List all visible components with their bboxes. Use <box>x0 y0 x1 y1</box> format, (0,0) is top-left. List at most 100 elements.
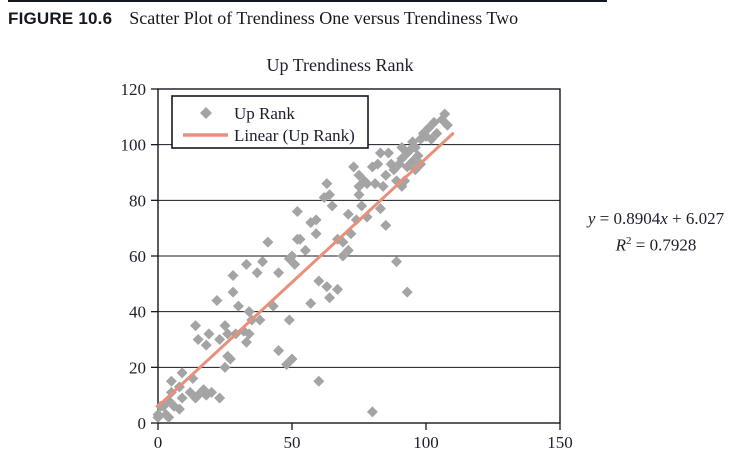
scatter-point <box>240 336 252 348</box>
scatter-point <box>273 345 285 357</box>
scatter-point <box>299 244 311 256</box>
scatter-point <box>286 250 298 262</box>
scatter-point <box>190 320 202 332</box>
equation-intercept: + 6.027 <box>667 209 725 228</box>
x-tick-label-150: 150 <box>547 433 573 452</box>
equation-r-var: R <box>615 235 627 255</box>
scatter-point <box>412 150 424 162</box>
legend-label-up-rank: Up Rank <box>234 104 295 123</box>
scatter-point <box>342 208 354 220</box>
scatter-point <box>291 205 303 217</box>
scatter-point <box>409 141 421 153</box>
scatter-point <box>219 320 231 332</box>
equation-y-var: y <box>587 209 596 228</box>
equation-slope: = 0.8904 <box>595 209 661 228</box>
scatter-point <box>350 214 362 226</box>
trendline <box>156 132 455 408</box>
scatter-point <box>227 286 239 298</box>
scatter-point <box>324 189 336 201</box>
equation-line-1: y = 0.8904x + 6.027 <box>576 208 736 230</box>
scatter-point <box>326 200 338 212</box>
scatter-point <box>206 386 218 398</box>
scatter-point <box>321 281 333 293</box>
scatter-point <box>203 328 215 340</box>
x-tick-label-50: 50 <box>284 433 301 452</box>
scatter-point <box>313 275 325 287</box>
equation-r-squared-value: = 0.7928 <box>631 235 697 255</box>
scatter-point <box>214 392 226 404</box>
scatter-point <box>289 258 301 270</box>
scatter-point <box>348 161 360 173</box>
scatter-point <box>294 233 306 245</box>
scatter-point <box>222 328 234 340</box>
scatter-point <box>240 258 252 270</box>
y-tick-label-80: 80 <box>129 191 146 210</box>
scatter-point <box>243 306 255 318</box>
legend-diamond-marker-icon <box>200 107 212 119</box>
scatter-point <box>356 200 368 212</box>
scatter-point <box>313 375 325 387</box>
scatter-point <box>342 244 354 256</box>
scatter-point <box>254 314 266 326</box>
x-tick-label-100: 100 <box>413 433 439 452</box>
figure-caption: Scatter Plot of Trendiness One versus Tr… <box>129 8 519 28</box>
scatter-point <box>232 300 244 312</box>
equation-line-2: R2 = 0.7928 <box>576 230 736 257</box>
scatter-point <box>165 375 177 387</box>
scatter-point <box>374 147 386 159</box>
x-tick-label-0: 0 <box>154 433 163 452</box>
scatter-point <box>262 236 274 248</box>
equation-x-var: x <box>660 209 668 228</box>
y-tick-label-100: 100 <box>121 136 147 155</box>
scatter-point <box>251 267 263 279</box>
scatter-point <box>176 392 188 404</box>
scatter-point <box>439 108 451 120</box>
y-tick-label-40: 40 <box>129 303 146 322</box>
scatter-point <box>163 411 175 423</box>
scatter-point <box>224 353 236 365</box>
scatter-point <box>382 147 394 159</box>
scatter-point <box>324 292 336 304</box>
scatter-points-layer <box>152 108 453 423</box>
scatter-point <box>374 203 386 215</box>
scatter-point <box>358 175 370 187</box>
scatter-point <box>192 334 204 345</box>
y-tick-label-60: 60 <box>129 247 146 266</box>
scatter-point <box>211 295 223 307</box>
scatter-point <box>332 283 344 295</box>
legend: Up Rank Linear (Up Rank) <box>171 95 369 149</box>
scatter-point <box>305 297 317 309</box>
chart-title: Up Trendiness Rank <box>266 55 413 75</box>
equation-r-exponent: 2 <box>626 235 632 247</box>
y-tick-label-0: 0 <box>138 414 147 433</box>
scatter-point <box>372 158 384 170</box>
figure-top-rule <box>8 0 607 2</box>
scatter-point <box>399 175 411 187</box>
scatter-point <box>441 119 453 131</box>
scatter-point <box>310 214 322 226</box>
scatter-point <box>176 367 188 379</box>
plot-border <box>157 88 561 424</box>
scatter-point <box>273 267 285 279</box>
scatter-point <box>257 256 269 268</box>
scatter-point <box>200 339 212 351</box>
figure-header: FIGURE 10.6 Scatter Plot of Trendiness On… <box>8 8 518 29</box>
scatter-point <box>391 256 403 268</box>
figure-label: FIGURE 10.6 <box>8 9 113 28</box>
scatter-point <box>401 286 413 298</box>
scatter-point <box>286 353 298 365</box>
scatter-point <box>173 403 185 415</box>
scatter-point <box>431 128 443 140</box>
legend-box <box>171 95 369 149</box>
scatter-point <box>243 328 255 340</box>
scatter-point <box>227 269 239 281</box>
trendline-layer <box>156 132 455 408</box>
regression-equation: y = 0.8904x + 6.027 R2 = 0.7928 <box>576 208 736 257</box>
scatter-point <box>353 189 365 201</box>
scatter-point <box>310 228 322 240</box>
scatter-point <box>214 334 226 345</box>
legend-label-linear: Linear (Up Rank) <box>234 126 355 145</box>
scatter-point <box>321 178 333 190</box>
